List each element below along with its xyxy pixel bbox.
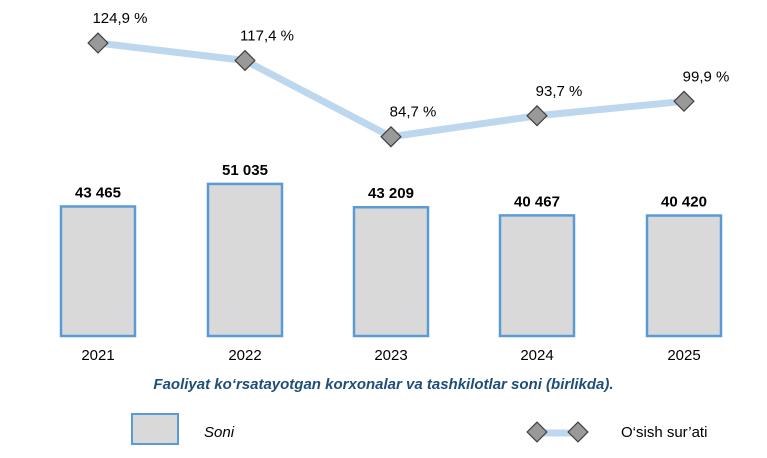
category-label: 2023 [374, 347, 407, 364]
category-label: 2025 [667, 347, 700, 364]
bar-series [59, 182, 723, 338]
line-value-label: 99,9 % [683, 68, 730, 85]
line-value-label: 117,4 % [240, 28, 294, 45]
bar-value-label: 40 467 [514, 193, 560, 210]
bar-value-label: 40 420 [661, 194, 707, 211]
chart-title: Faoliyat ko‘rsatayotgan korxonalar va ta… [153, 376, 614, 393]
bar [59, 205, 137, 338]
line-value-labels: 124,9 % 117,4 % 84,7 % 93,7 % 99,9 % [92, 10, 729, 121]
bar-value-label: 43 209 [368, 185, 414, 202]
category-label: 2022 [228, 347, 261, 364]
line-marker [87, 32, 109, 54]
line-marker [380, 125, 402, 148]
line-value-label: 93,7 % [536, 83, 583, 100]
legend-bar-swatch [131, 413, 179, 445]
category-label: 2024 [520, 347, 553, 364]
bar-value-labels: 43 465 51 035 43 209 40 467 40 420 [75, 162, 707, 211]
legend-marker-icon [567, 421, 589, 443]
line-marker [526, 105, 548, 127]
legend-line-label: O‘sish sur’ati [621, 424, 707, 441]
line-marker [234, 49, 256, 72]
bar [498, 214, 576, 338]
legend: Soni O‘sish sur’ati [131, 413, 707, 445]
line-value-label: 84,7 % [390, 104, 437, 121]
line-series [87, 32, 695, 148]
bar [645, 214, 723, 338]
line-value-label: 124,9 % [92, 10, 147, 27]
bar [206, 182, 284, 338]
series-line [94, 39, 688, 141]
bar-value-label: 51 035 [222, 162, 268, 179]
line-marker [673, 90, 695, 113]
category-labels: 2021 2022 2023 2024 2025 [81, 347, 700, 364]
legend-marker-icon [526, 421, 548, 443]
legend-bar-label: Soni [204, 424, 235, 441]
bar-value-label: 43 465 [75, 184, 121, 201]
category-label: 2021 [81, 347, 114, 364]
bar [352, 205, 430, 338]
